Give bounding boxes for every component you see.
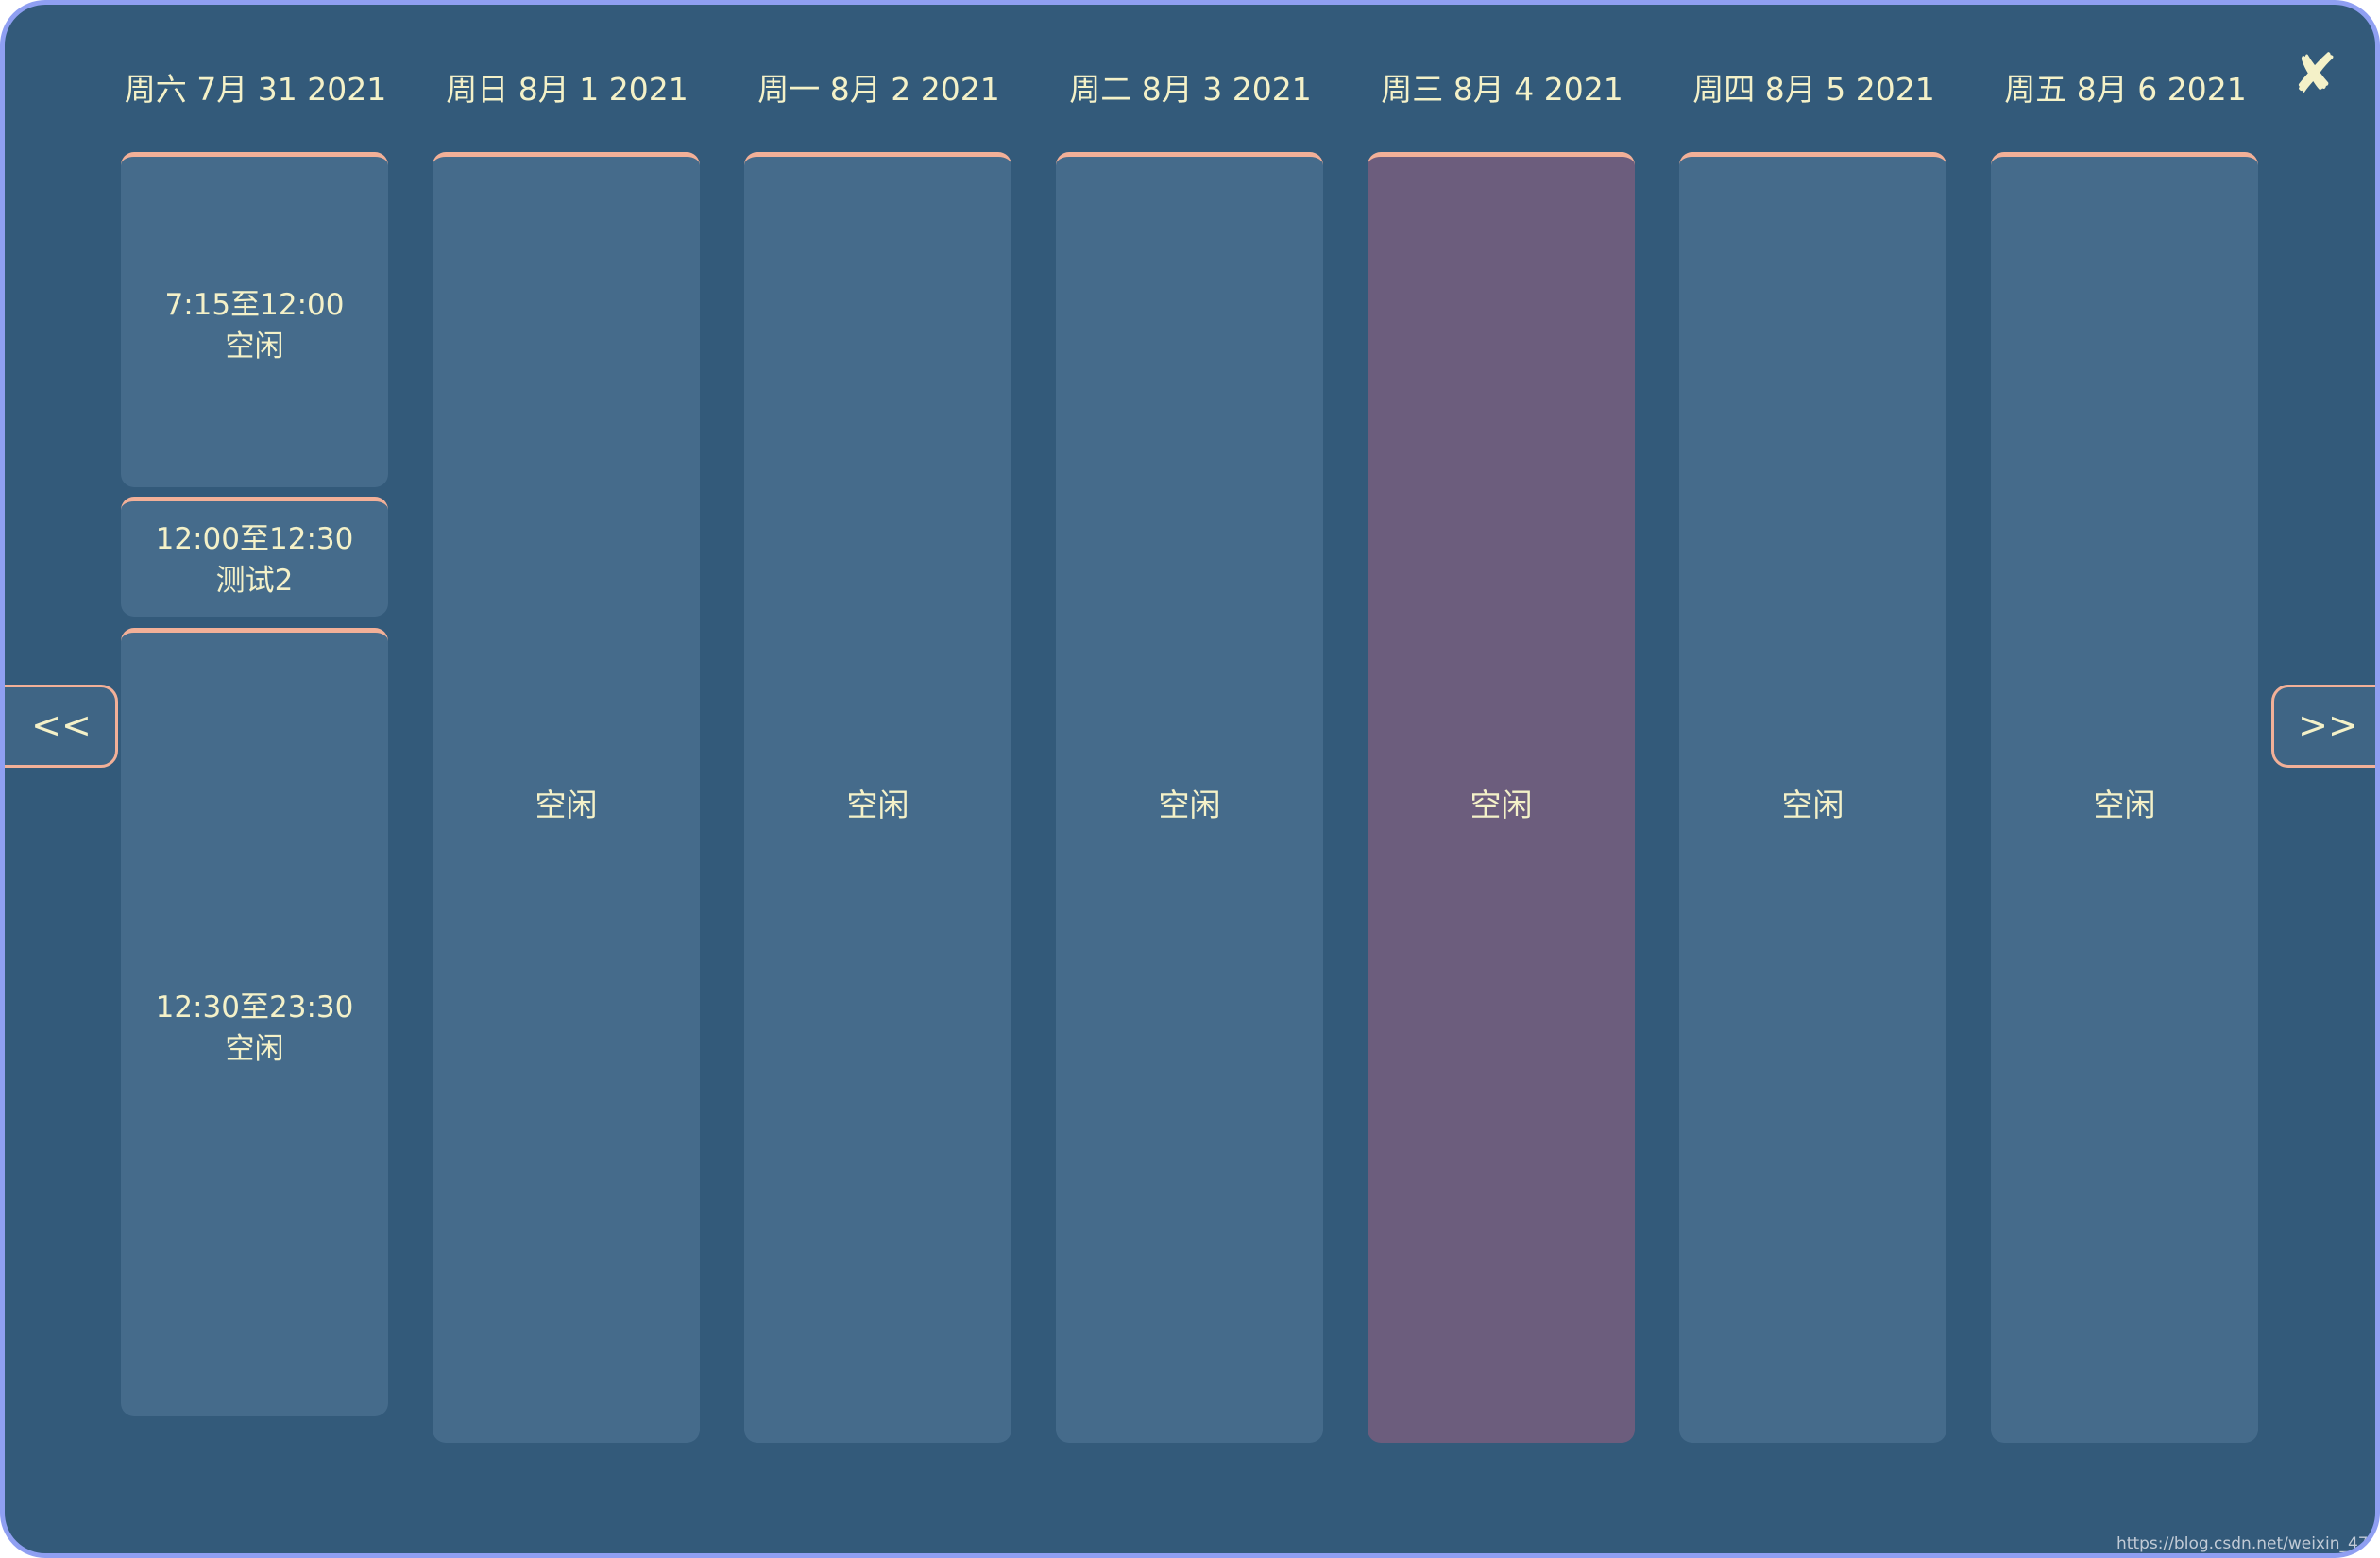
day-column-fri[interactable]: 空闲 (1991, 152, 2258, 1443)
slot-time: 12:30至23:30 (155, 991, 354, 1025)
time-slot-sat-1[interactable]: 7:15至12:00 空闲 (121, 152, 388, 487)
slot-status: 空闲 (2093, 787, 2156, 823)
day-column-tue[interactable]: 空闲 (1056, 152, 1323, 1443)
slot-time: 12:00至12:30 (155, 522, 354, 556)
day-column-thu[interactable]: 空闲 (1679, 152, 1946, 1443)
watermark-url: https://blog.csdn.net/weixin_47291702 (2116, 1534, 2379, 1553)
slot-status: 空闲 (535, 787, 598, 823)
slot-time: 7:15至12:00 (164, 288, 345, 322)
slot-status: 空闲 (1781, 787, 1844, 823)
day-header-thu: 周四 8月 5 2021 (1692, 71, 1935, 108)
time-slot-sat-3[interactable]: 12:30至23:30 空闲 (121, 628, 388, 1416)
day-column-wed-today[interactable]: 空闲 (1368, 152, 1635, 1443)
day-column-sun[interactable]: 空闲 (433, 152, 700, 1443)
close-icon[interactable]: ✘ (2291, 42, 2338, 106)
previous-week-button[interactable]: << (5, 685, 118, 768)
day-header-sat: 周六 7月 31 2021 (124, 71, 387, 108)
day-header-fri: 周五 8月 6 2021 (2004, 71, 2247, 108)
next-week-button[interactable]: >> (2271, 685, 2375, 768)
day-header-mon: 周一 8月 2 2021 (757, 71, 1000, 108)
slot-status: 空闲 (225, 330, 284, 364)
day-column-mon[interactable]: 空闲 (744, 152, 1012, 1443)
time-slot-sat-2[interactable]: 12:00至12:30 测试2 (121, 497, 388, 617)
day-header-wed: 周三 8月 4 2021 (1381, 71, 1624, 108)
slot-status: 空闲 (1158, 787, 1221, 823)
slot-status: 空闲 (1470, 787, 1533, 823)
slot-status: 空闲 (225, 1032, 284, 1066)
slot-status: 空闲 (846, 787, 910, 823)
slot-status: 测试2 (215, 564, 294, 598)
day-header-tue: 周二 8月 3 2021 (1069, 71, 1312, 108)
day-header-sun: 周日 8月 1 2021 (446, 71, 688, 108)
